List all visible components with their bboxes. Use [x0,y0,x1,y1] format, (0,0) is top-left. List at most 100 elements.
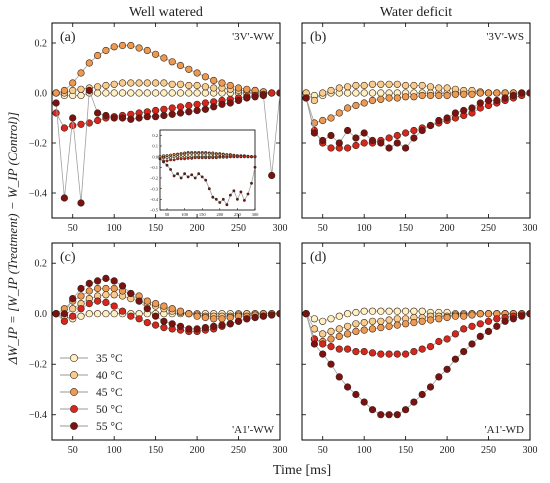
panel-0-point-s4-10 [135,114,143,122]
inset-point-s3-27 [253,155,257,159]
panel-1-point-s4-14 [418,126,426,135]
panel-1-point-s1-17 [443,84,451,92]
inset-x-tick-label-2: 150 [199,212,207,217]
panel-3-point-s3-13 [410,348,418,356]
panel-1-point-s1-8 [368,80,377,88]
inset-point-s3-11 [197,156,201,160]
inset-point-s4-9 [190,173,194,177]
panel-2-point-s0-7 [110,310,118,318]
inset-point-s2-4 [172,153,176,156]
panel-3-point-s2-14 [418,317,426,325]
panel-3-point-s4-25 [509,315,518,323]
panel-2-series-line-2 [55,288,280,320]
inset-point-s3-26 [250,155,253,159]
panel-0-point-s4-19 [210,103,218,111]
panel-1-point-s4-27 [526,89,530,97]
inset-x-tick-label-4: 250 [234,212,242,217]
inset-point-s2-18 [221,153,225,156]
panel-0-point-s2-11 [143,46,151,55]
panel-0-point-s2-17 [193,69,201,77]
inset-point-s3-3 [169,158,173,162]
panel-2-point-s3-1 [60,317,69,325]
inset-series-line-4 [159,158,256,206]
panel-0-point-s2-14 [168,58,176,66]
panel-1-point-s2-7 [360,99,368,107]
plot-area-2 [52,274,280,336]
panel-3-point-s0-7 [360,307,368,315]
panel-1-point-s2-5 [344,104,352,112]
panel-3-point-s2-7 [360,326,368,334]
inset-point-s3-17 [218,155,222,159]
panel-3-point-s0-11 [393,307,401,315]
panel-2-point-s4-26 [268,311,276,319]
panel-3-point-s2-16 [435,315,443,323]
panel-1-point-s4-21 [476,99,484,107]
panel-3-point-s2-22 [484,310,493,318]
panel-0-point-s4-8 [118,114,127,122]
panel-2-point-s3-2 [69,312,77,320]
panel-0-point-s3-14 [168,104,176,112]
panel-3-point-s4-19 [460,348,468,356]
panel-1-point-s4-20 [468,104,476,112]
panel-0-point-s1-9 [127,79,135,87]
inset-y-tick-label-0: −0.5 [150,208,159,213]
panel-3-point-s3-14 [418,345,426,353]
panel-0-point-s1-8 [118,79,127,87]
panel-1-point-s2-13 [410,93,418,101]
y-tick-label-2-3: 0.2 [35,259,48,270]
panel-2-point-s4-24 [251,313,259,322]
inset-series-line-2 [159,153,255,158]
panel-0-point-s4-27 [276,89,280,97]
panel-3-point-s3-4 [335,345,343,353]
panel-1-point-s4-2 [319,136,327,145]
panel-0-point-s3-2 [69,121,77,130]
inset-y-tick-label-6: 0.1 [152,144,158,149]
panel-0-point-s0-14 [168,89,176,97]
inset-point-s2-12 [200,152,204,155]
panel-3-point-s3-20 [468,322,476,330]
panel-0-point-s4-2 [69,114,77,122]
panel-0-point-s2-9 [127,41,135,50]
panel-3-point-s1-5 [344,322,352,330]
panel-1-point-s1-6 [352,81,360,90]
panel-3-point-s4-9 [377,411,385,419]
panel-1-point-s1-1 [310,96,319,105]
inset-point-s3-25 [246,155,250,159]
inset-0: 50 100 150 200 250 300 −0.5 −0.4 −0.3 −0.2 −0.1 0.0… [150,129,259,217]
panel-3-point-s1-7 [360,319,368,327]
panel-2-point-s4-13 [160,317,168,325]
panel-1-point-s2-6 [352,101,360,110]
panel-2-point-s2-4 [85,287,93,295]
panel-0-point-s2-16 [185,65,193,73]
panel-3-point-s1-11 [393,315,401,323]
panel-0-point-s0-10 [135,89,143,97]
panel-3-point-s1-9 [377,317,385,325]
panel-3-point-s4-2 [319,350,327,358]
inset-point-s4-15 [211,195,215,199]
panel-0-point-s1-13 [160,79,168,87]
panel-0-point-s1-2 [69,86,77,95]
panel-1-point-s4-24 [501,94,509,102]
panel-3-point-s2-4 [335,332,343,341]
panel-2-point-s2-7 [110,284,118,293]
panel-0-point-s4-11 [143,113,151,121]
panel-0-point-s2-12 [152,50,160,58]
panel-2-point-s1-2 [69,305,77,313]
inset-point-s3-2 [165,159,169,163]
panel-1-point-s4-19 [460,106,468,115]
panel-0-point-s1-5 [93,83,102,91]
panel-tag-2: 'A1'-WW [232,424,274,436]
inset-point-s3-6 [179,157,183,161]
panel-0-point-s2-15 [176,61,185,70]
panel-0-series-line-1 [56,82,280,94]
inset-point-s2-11 [197,152,201,155]
x-tick-label-0-5: 300 [273,223,288,234]
panel-3-point-s0-3 [327,315,335,323]
panel-0-point-s2-7 [110,43,118,51]
panel-3-point-s3-15 [426,343,435,351]
panel-3-series-line-3 [305,313,530,355]
panel-0-point-s3-13 [160,105,168,113]
panel-0-point-s4-5 [93,109,102,117]
panel-3-point-s3-17 [443,335,451,343]
panel-2-point-s4-15 [176,322,185,330]
